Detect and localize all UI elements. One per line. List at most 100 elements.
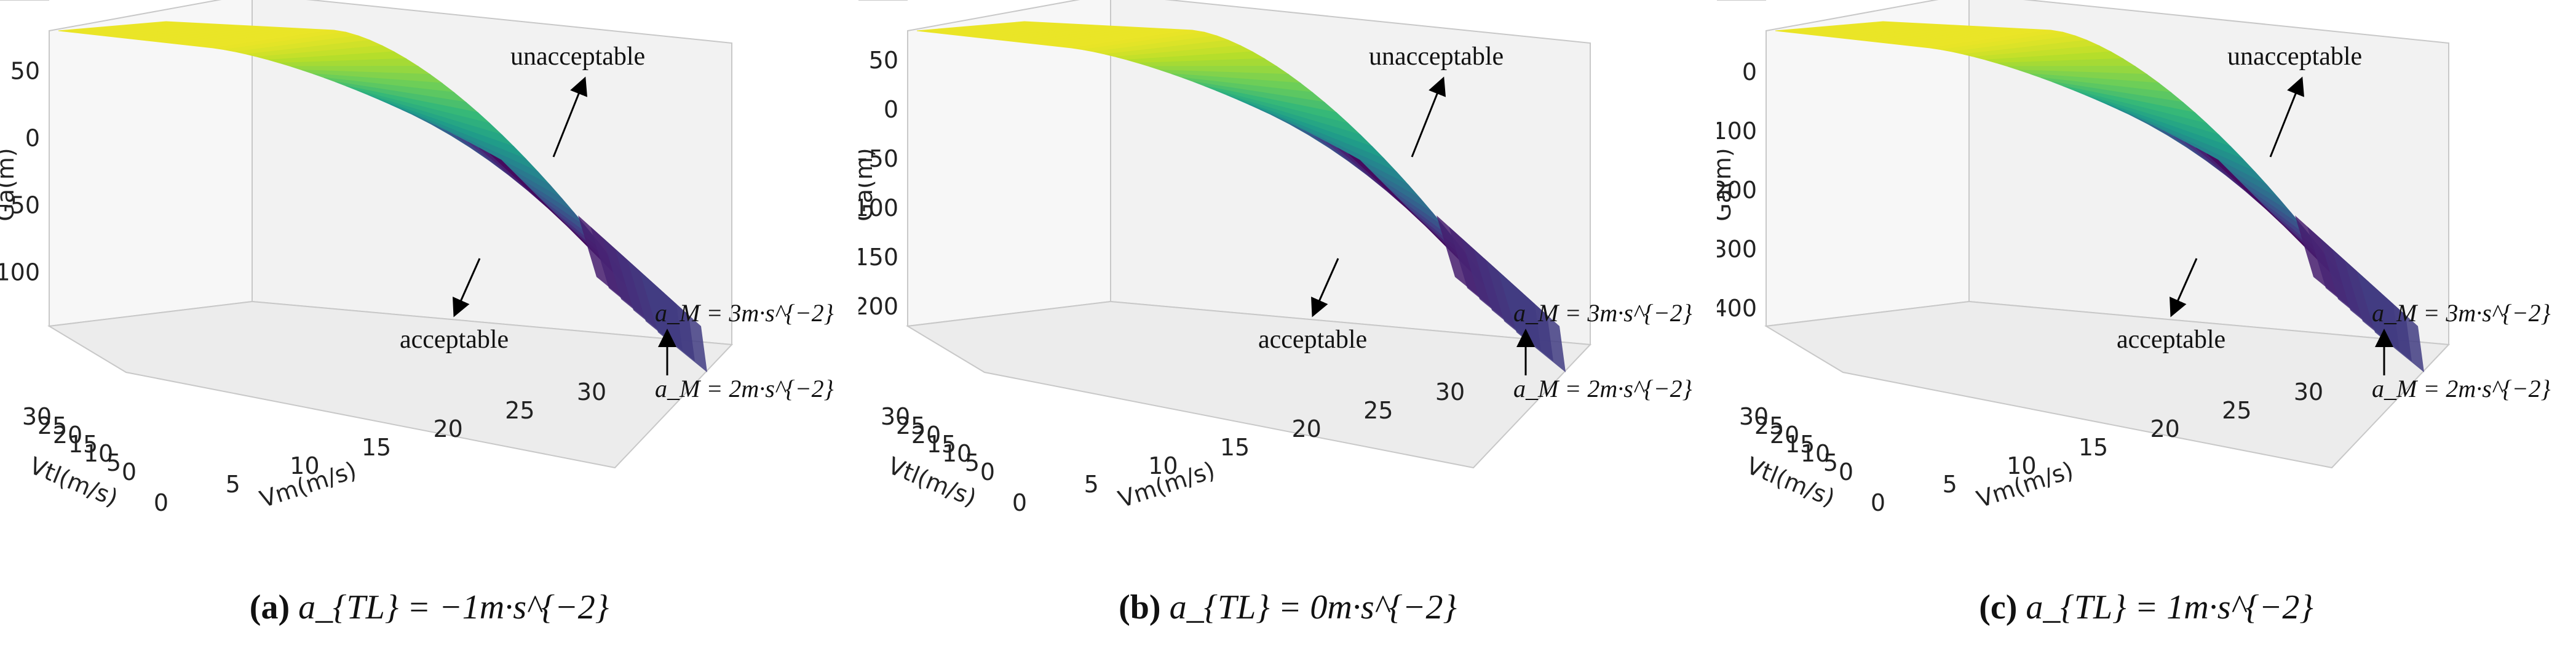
z-tick-label: −300 [1717, 236, 1757, 263]
surface [58, 21, 707, 372]
aM-high-label: a_M = 3m·s^{−2} [655, 299, 834, 327]
y-tick-label: 10 [290, 452, 319, 479]
y-tick-label: 5 [1943, 471, 1957, 498]
y-axis: 0 5 10 15 20 25 30 [1012, 378, 1465, 516]
x-tick-label: 0 [122, 458, 137, 486]
panel-a: 500−50−100Ga(m)302520151050Vtl(m/s)05101… [0, 0, 858, 664]
surface-plot-a: 500−50−100Ga(m)302520151050Vtl(m/s)05101… [0, 0, 834, 516]
acceptable-label: acceptable [400, 326, 509, 354]
panel-b: 500−50−100−150−200Ga(m)302520151050Vtl(m… [858, 0, 1717, 664]
acceptable-arrow [453, 258, 481, 318]
aM-low-label: a_M = 2m·s^{−2} [2372, 375, 2551, 402]
z-tick-label: −100 [1717, 118, 1757, 145]
z-axis: 50 0 −50 −100 −150 −200 [858, 47, 898, 320]
y-tick-label: 0 [154, 489, 168, 516]
caption-formula: a_{TL} = 1m·s^{−2} [2017, 588, 2313, 626]
unacceptable-arrow [2269, 76, 2305, 158]
aM-low-label: a_M = 2m·s^{−2} [1513, 375, 1692, 402]
z-tick-label: −200 [858, 293, 898, 320]
caption-a: (a) a_{TL} = −1m·s^{−2} [0, 588, 858, 627]
unacceptable-label: unacceptable [2227, 42, 2362, 71]
y-tick-label: 15 [362, 434, 391, 461]
x-tick-label: 25 [1754, 412, 1784, 439]
caption-formula: a_{TL} = −1m·s^{−2} [290, 588, 609, 626]
annotations: unacceptable acceptable a_M = 3m·s^{−2} a_M… [400, 42, 834, 402]
y-tick-label: 0 [1012, 489, 1027, 516]
x-tick-label: 30 [881, 403, 910, 430]
z-axis-label: Ga(m) [1717, 148, 1736, 221]
y-tick-label: 0 [1871, 489, 1885, 516]
y-tick-label: 30 [577, 378, 606, 406]
x-tick-label: 20 [1770, 422, 1799, 449]
y-tick-label: 10 [1148, 452, 1178, 479]
z-tick-label: −50 [858, 145, 898, 172]
y-tick-label: 5 [1084, 471, 1099, 498]
acceptable-arrow [1311, 258, 1339, 318]
x-tick-label: 0 [980, 458, 995, 486]
aM-low-label: a_M = 2m·s^{−2} [655, 375, 834, 402]
z-tick-label: 0 [884, 96, 898, 123]
z-axis-label: Ga(m) [0, 148, 19, 221]
x-tick-label: 30 [1739, 403, 1769, 430]
y-tick-label: 25 [505, 397, 534, 424]
z-tick-label: −150 [858, 244, 898, 271]
caption-label: (a) [249, 588, 290, 626]
x-tick-label: 10 [942, 440, 972, 467]
z-tick-label: −50 [0, 192, 40, 219]
z-axis-label: Ga(m) [858, 148, 878, 221]
floor-plane [1764, 300, 2451, 469]
unacceptable-label: unacceptable [1369, 42, 1504, 71]
z-tick-label: −400 [1717, 295, 1757, 322]
z-tick-label: 50 [869, 47, 898, 74]
x-tick-label: 5 [1823, 449, 1838, 476]
caption-c: (c) a_{TL} = 1m·s^{−2} [1717, 588, 2575, 627]
x-tick-label: 20 [53, 422, 82, 449]
y-tick-label: 15 [2079, 434, 2108, 461]
caption-label: (b) [1119, 588, 1161, 626]
y-tick-label: 10 [2007, 452, 2036, 479]
floor-plane [905, 300, 1592, 469]
acceptable-label: acceptable [1258, 326, 1367, 354]
x-tick-label: 10 [1801, 440, 1830, 467]
unacceptable-arrow [1411, 76, 1446, 158]
y-axis: 0 5 10 15 20 25 30 [154, 378, 606, 516]
y-tick-label: 15 [1220, 434, 1250, 461]
x-tick-label: 5 [965, 449, 980, 476]
y-axis: 0 5 10 15 20 25 30 [1871, 378, 2323, 516]
x-tick-label: 0 [1839, 458, 1853, 486]
caption-label: (c) [1979, 588, 2018, 626]
z-tick-label: −100 [858, 194, 898, 222]
y-tick-label: 25 [2222, 397, 2251, 424]
unacceptable-label: unacceptable [510, 42, 645, 71]
annotations: unacceptable acceptable a_M = 3m·s^{−2} a_M… [2117, 42, 2551, 402]
aM-high-label: a_M = 3m·s^{−2} [2372, 299, 2551, 327]
annotations: unacceptable acceptable a_M = 3m·s^{−2} a_M… [1258, 42, 1692, 402]
surface [1775, 21, 2424, 372]
z-tick-label: 50 [10, 57, 40, 84]
surface [916, 21, 1566, 372]
x-tick-label: 20 [911, 422, 941, 449]
y-tick-label: 20 [1291, 415, 1321, 442]
unacceptable-arrow [552, 76, 588, 158]
y-tick-label: 20 [2150, 415, 2179, 442]
z-tick-label: 0 [25, 125, 40, 152]
x-tick-label: 15 [68, 431, 98, 458]
acceptable-arrow [2170, 258, 2198, 318]
panel-c: 0−100−200−300−400Ga(m)302520151050Vtl(m/… [1717, 0, 2575, 664]
x-tick-label: 15 [927, 431, 956, 458]
z-tick-label: 0 [1742, 58, 1757, 86]
x-tick-label: 5 [106, 449, 121, 476]
y-tick-label: 5 [226, 471, 240, 498]
y-tick-label: 20 [433, 415, 462, 442]
caption-b: (b) a_{TL} = 0m·s^{−2} [858, 588, 1717, 627]
surface-plot-b: 500−50−100−150−200Ga(m)302520151050Vtl(m… [858, 0, 1692, 516]
z-tick-label: −200 [1717, 177, 1757, 204]
x-tick-label: 25 [896, 412, 925, 439]
floor-plane [47, 300, 734, 469]
x-tick-label: 25 [38, 412, 67, 439]
surface-plot-c: 0−100−200−300−400Ga(m)302520151050Vtl(m/… [1717, 0, 2551, 516]
surface-fin [640, 271, 707, 372]
x-tick-label: 10 [84, 440, 113, 467]
